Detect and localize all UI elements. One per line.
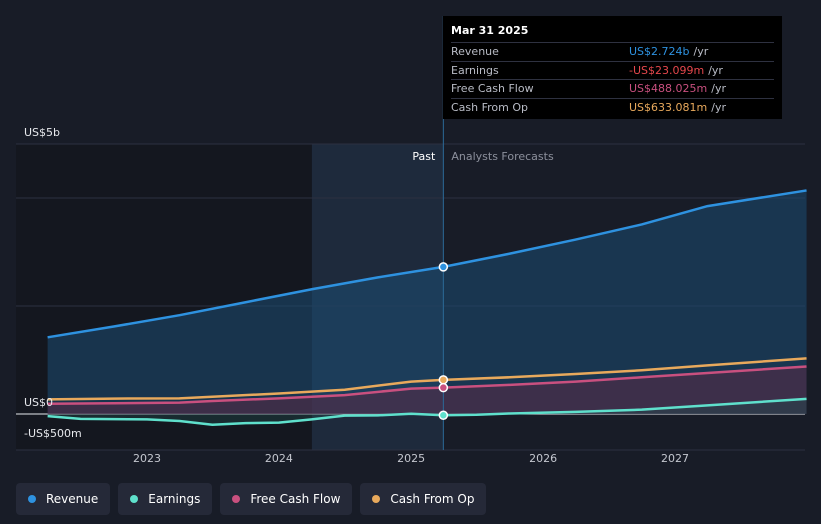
tooltip-label: Cash From Op	[451, 100, 529, 114]
legend-dot-icon	[372, 495, 381, 503]
tooltip-row-cash-from-op: Cash From Op US$633.081m/yr	[451, 97, 774, 117]
legend-dot-icon	[130, 495, 139, 503]
tooltip-unit: /yr	[711, 100, 726, 114]
free-cash-flow-line	[47, 365, 807, 405]
legend-label: Free Cash Flow	[250, 492, 341, 506]
tooltip-unit: /yr	[693, 45, 709, 59]
tooltip-unit: /yr	[708, 63, 723, 77]
forecast-label: Analysts Forecasts	[451, 150, 554, 163]
tooltip-value: -US$23.099m	[629, 63, 705, 77]
x-tick-label: 2023	[133, 452, 161, 465]
chart-area: US$5b US$0 -US$500m 2023 2024 2025 2026 2027 P…	[16, 16, 807, 465]
tooltip-date: Mar 31 2025	[451, 24, 529, 37]
tooltip-label: Free Cash Flow	[451, 82, 534, 96]
legend-dot-icon	[232, 495, 241, 503]
series-layer	[47, 189, 807, 427]
tooltip: Mar 31 2025 Revenue US$2.724b/yr Earnings -…	[443, 16, 782, 119]
legend-label: Earnings	[148, 492, 201, 506]
legend-label: Revenue	[46, 492, 99, 506]
free-cash-flow-area	[47, 366, 807, 414]
legend-item-earnings[interactable]: Earnings	[118, 483, 213, 515]
x-tick-label: 2026	[529, 452, 557, 465]
tooltip-value: US$488.025m	[629, 82, 708, 96]
cash-from-op-marker	[438, 375, 449, 385]
revenue-line	[47, 189, 807, 339]
tooltip-label: Revenue	[451, 45, 499, 59]
tooltip-row-revenue: Revenue US$2.724b/yr	[451, 42, 774, 61]
earnings-line	[47, 397, 807, 427]
x-tick-label: 2025	[397, 452, 425, 465]
tooltip-value: US$2.724b	[629, 45, 690, 59]
x-tick-label: 2027	[661, 452, 689, 465]
past-label: Past	[412, 150, 436, 163]
earnings-area	[47, 398, 807, 425]
tooltip-value: US$633.081m	[629, 100, 708, 114]
cash-from-op-line	[47, 357, 807, 401]
y-axis-labels: US$5b US$0 -US$500m	[24, 126, 82, 440]
legend-item-free-cash-flow[interactable]: Free Cash Flow	[220, 483, 353, 515]
legend-label: Cash From Op	[390, 492, 475, 506]
legend-dot-icon	[28, 495, 36, 503]
tooltip-label: Earnings	[451, 63, 499, 77]
y-tick-label: -US$500m	[24, 427, 82, 440]
tooltip-row-earnings: Earnings -US$23.099m/yr	[451, 60, 774, 80]
hover-markers	[438, 262, 449, 420]
x-axis-labels: 2023 2024 2025 2026 2027	[133, 452, 689, 465]
free-cash-flow-marker	[438, 382, 449, 393]
revenue-marker	[438, 262, 449, 272]
earnings-marker	[438, 410, 449, 420]
x-tick-label: 2024	[265, 452, 293, 465]
tooltip-unit: /yr	[711, 82, 726, 96]
legend: Revenue Earnings Free Cash Flow Cash From O…	[16, 483, 487, 515]
legend-item-revenue[interactable]: Revenue	[16, 483, 111, 515]
tooltip-row-free-cash-flow: Free Cash Flow US$488.025m/yr	[451, 79, 774, 98]
revenue-area	[47, 190, 807, 414]
y-tick-label: US$5b	[24, 126, 60, 139]
y-tick-label: US$0	[24, 396, 53, 409]
legend-item-cash-from-op[interactable]: Cash From Op	[360, 483, 487, 515]
